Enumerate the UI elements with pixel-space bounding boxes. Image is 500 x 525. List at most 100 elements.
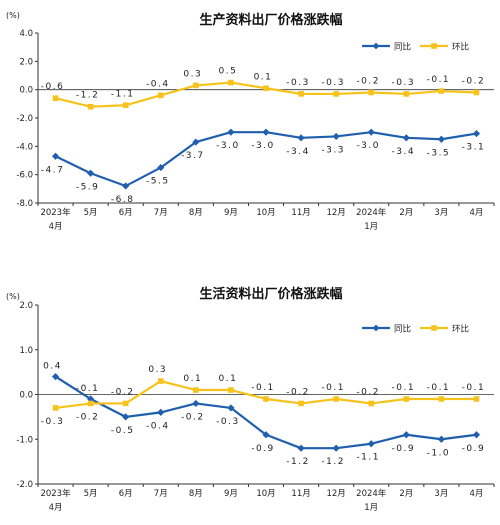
legend-label: 同比 <box>394 324 411 335</box>
data-point <box>472 431 481 439</box>
chart-panel-1: 生产资料出厂价格涨跌幅 (%) 4.0 2.0 0.0 -2.0 -4.0 -6.0 -8.0 2… <box>6 11 495 232</box>
data-point <box>402 431 410 439</box>
data-point <box>403 91 410 97</box>
y-tick-label: 2.0 <box>19 57 33 67</box>
legend-label: 环比 <box>452 324 469 335</box>
data-label-mom: -0.3 <box>286 78 310 88</box>
x-tick-label: 10月 <box>256 489 275 499</box>
data-label-yoy: -5.9 <box>76 182 100 192</box>
x-tick-label: 6月 <box>119 489 133 499</box>
data-label-mom: 0.1 <box>254 72 273 82</box>
data-label-mom: -0.6 <box>41 82 65 92</box>
x-tick-label: 12月 <box>326 489 345 499</box>
x-tick-label: 10月 <box>256 208 275 218</box>
data-label-yoy: -0.9 <box>392 444 416 454</box>
data-label-yoy: -0.5 <box>111 426 135 436</box>
series-mom <box>52 378 480 411</box>
data-point <box>368 89 375 96</box>
y-tick-label: 4.0 <box>19 29 33 39</box>
data-point <box>227 128 235 136</box>
x-tick-label: 4月 <box>470 489 484 499</box>
data-label-yoy: -1.2 <box>321 457 345 467</box>
y-tick-label: -1.0 <box>16 435 33 445</box>
data-label-mom: -0.2 <box>356 387 380 397</box>
data-point <box>227 404 235 412</box>
data-point <box>368 400 375 407</box>
data-point <box>262 128 270 136</box>
data-point <box>333 396 339 402</box>
chart-title: 生产资料出厂价格涨跌幅 <box>199 12 342 28</box>
series-mom <box>52 79 480 110</box>
legend-swatch-marker <box>372 324 380 332</box>
data-point <box>332 444 340 452</box>
legend-swatch-marker <box>372 42 380 50</box>
legend-swatch-marker <box>431 43 437 49</box>
data-label-mom: -0.4 <box>146 79 170 89</box>
data-point <box>298 91 304 97</box>
legend: 同比 环比 <box>362 42 469 53</box>
y-tick-label: -2.0 <box>16 114 33 124</box>
y-tick-label: 0.0 <box>19 391 33 401</box>
x-tick-label: 5月 <box>84 208 98 218</box>
data-point <box>122 102 129 109</box>
y-axis-unit: (%) <box>6 11 20 20</box>
data-point <box>333 91 339 97</box>
data-point <box>472 129 481 138</box>
data-point <box>193 82 199 89</box>
x-tick-label-month: 4月 <box>49 222 63 232</box>
data-label-mom: -0.2 <box>111 387 135 397</box>
data-point <box>87 400 94 407</box>
data-point <box>192 138 200 146</box>
data-label-yoy: -3.1 <box>462 143 486 153</box>
x-tick-label: 6月 <box>119 208 133 218</box>
data-label-yoy: -1.0 <box>427 448 451 458</box>
x-tick-label: 2月 <box>399 489 413 499</box>
data-point <box>122 182 130 190</box>
x-tick-label: 8月 <box>189 489 203 499</box>
data-point <box>157 408 165 416</box>
data-point <box>122 400 129 407</box>
data-label-yoy: -0.9 <box>251 444 275 454</box>
x-tick-label-year: 2023年 <box>40 488 71 499</box>
data-label-mom: 0.1 <box>219 374 238 384</box>
y-tick-label: -4.0 <box>16 142 33 152</box>
data-point <box>52 405 59 411</box>
data-point <box>438 396 445 402</box>
data-label-yoy: -0.2 <box>181 412 205 422</box>
legend-swatch-marker <box>431 325 437 331</box>
legend-label: 环比 <box>452 42 469 53</box>
x-tick-label: 11月 <box>291 208 310 218</box>
data-point <box>438 88 445 94</box>
y-tick-label: 2.0 <box>19 301 33 311</box>
x-tick-label: 2月 <box>399 208 413 218</box>
y-tick-label: 1.0 <box>19 346 33 356</box>
data-label-mom: -0.1 <box>462 383 486 393</box>
legend-label: 同比 <box>394 42 411 53</box>
data-label-mom: -0.3 <box>392 78 416 88</box>
data-label-yoy: -4.7 <box>41 165 65 175</box>
data-point <box>52 95 59 101</box>
data-label-mom: -0.1 <box>251 383 275 393</box>
data-label-yoy: -1.2 <box>286 457 310 467</box>
x-tick-label: 7月 <box>154 208 168 218</box>
data-label-yoy: -3.4 <box>286 147 310 157</box>
data-point <box>263 85 269 92</box>
data-point <box>157 92 164 99</box>
x-tick-label: 9月 <box>224 489 238 499</box>
data-point <box>297 134 305 142</box>
data-point <box>87 103 94 110</box>
x-tick-label: 11月 <box>291 489 310 499</box>
data-point <box>228 79 234 86</box>
data-label-mom: -0.2 <box>286 387 310 397</box>
data-point <box>263 396 269 402</box>
x-tick-label: 9月 <box>224 208 238 218</box>
data-label-mom: -0.3 <box>41 417 65 427</box>
data-label-mom: -0.1 <box>321 383 345 393</box>
data-label-mom: -0.2 <box>462 77 486 87</box>
data-point <box>402 134 410 142</box>
data-label-mom: -0.1 <box>427 75 451 85</box>
data-label-mom: -1.1 <box>111 89 135 99</box>
data-point <box>367 440 375 448</box>
